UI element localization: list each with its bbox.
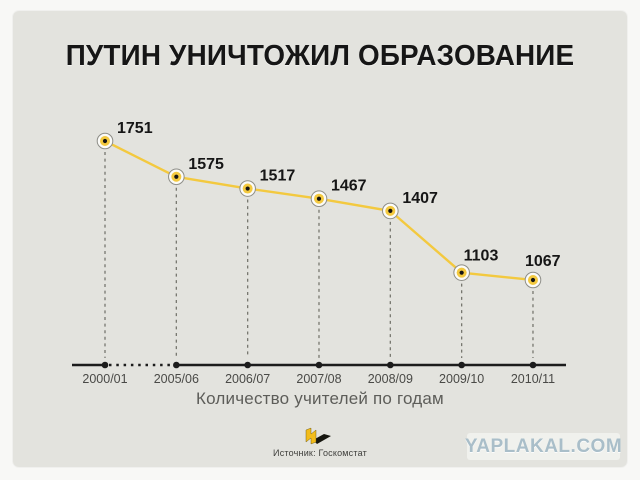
year-tick-label: 2009/10: [439, 372, 484, 386]
year-tick-label: 2010/11: [511, 372, 555, 386]
year-tick-label: 2007/08: [296, 372, 341, 386]
value-label: 1407: [402, 190, 438, 207]
infographic-card: [13, 11, 627, 467]
value-label: 1575: [188, 156, 224, 173]
data-point-marker-core: [174, 174, 179, 179]
year-tick-label: 2008/09: [368, 372, 413, 386]
axis-tick-dot: [529, 361, 537, 369]
year-tick-label: 2005/06: [154, 372, 199, 386]
data-point-marker-core: [102, 138, 108, 144]
value-label: 1067: [525, 253, 561, 270]
data-point-marker-core: [459, 270, 464, 275]
data-point-marker-core: [388, 208, 393, 214]
year-tick-label: 2000/01: [82, 372, 127, 386]
value-label: 1517: [260, 168, 296, 185]
year-tick-label: 2006/07: [225, 372, 270, 386]
x-axis-caption: Количество учителей по годам: [196, 389, 444, 408]
axis-tick-dot: [244, 361, 251, 369]
data-point-marker-core: [530, 277, 536, 283]
axis-tick-dot: [315, 361, 323, 369]
source-label: Источник: Госкомстат: [273, 448, 367, 458]
axis-tick-dot: [173, 361, 180, 369]
axis-tick-dot: [387, 361, 394, 369]
data-point-marker-core: [316, 196, 322, 201]
watermark-yaplakal: YAPLAKAL.COM: [465, 433, 622, 460]
value-label: 1103: [464, 248, 499, 265]
axis-tick-dot: [101, 361, 109, 369]
infographics-logo-icon: [305, 427, 331, 445]
value-label: 1751: [117, 120, 153, 137]
value-label: 1467: [331, 178, 367, 195]
data-point-marker-core: [245, 186, 250, 191]
chart-title: ПУТИН УНИЧТОЖИЛ ОБРАЗОВАНИЕ: [65, 40, 575, 72]
axis-tick-dot: [458, 361, 465, 369]
